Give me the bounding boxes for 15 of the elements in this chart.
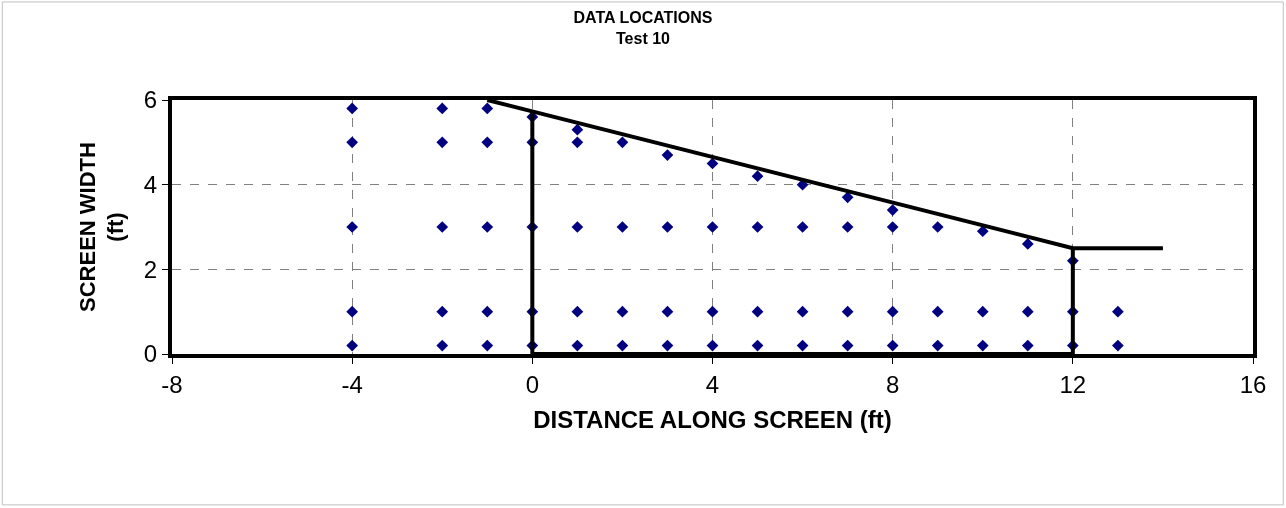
x-tick-label: 4 xyxy=(705,370,720,398)
x-tick-label: -4 xyxy=(341,370,363,398)
x-tick-label: 0 xyxy=(525,370,540,398)
y-tick-label: 2 xyxy=(143,255,158,283)
y-tick-label: 4 xyxy=(143,171,158,199)
y-tick-label: 6 xyxy=(143,86,158,114)
y-axis-title: SCREEN WIDTH (ft) xyxy=(74,142,129,312)
x-tick-label: 8 xyxy=(885,370,900,398)
x-tick-label: 16 xyxy=(1239,370,1267,398)
x-tick-label: 12 xyxy=(1059,370,1087,398)
y-tick-label: 0 xyxy=(143,340,158,368)
x-tick-label: -8 xyxy=(161,370,183,398)
chart-title: DATA LOCATIONS xyxy=(573,8,713,26)
chart-subtitle: Test 10 xyxy=(616,29,671,47)
x-axis-title: DISTANCE ALONG SCREEN (ft) xyxy=(533,405,892,433)
